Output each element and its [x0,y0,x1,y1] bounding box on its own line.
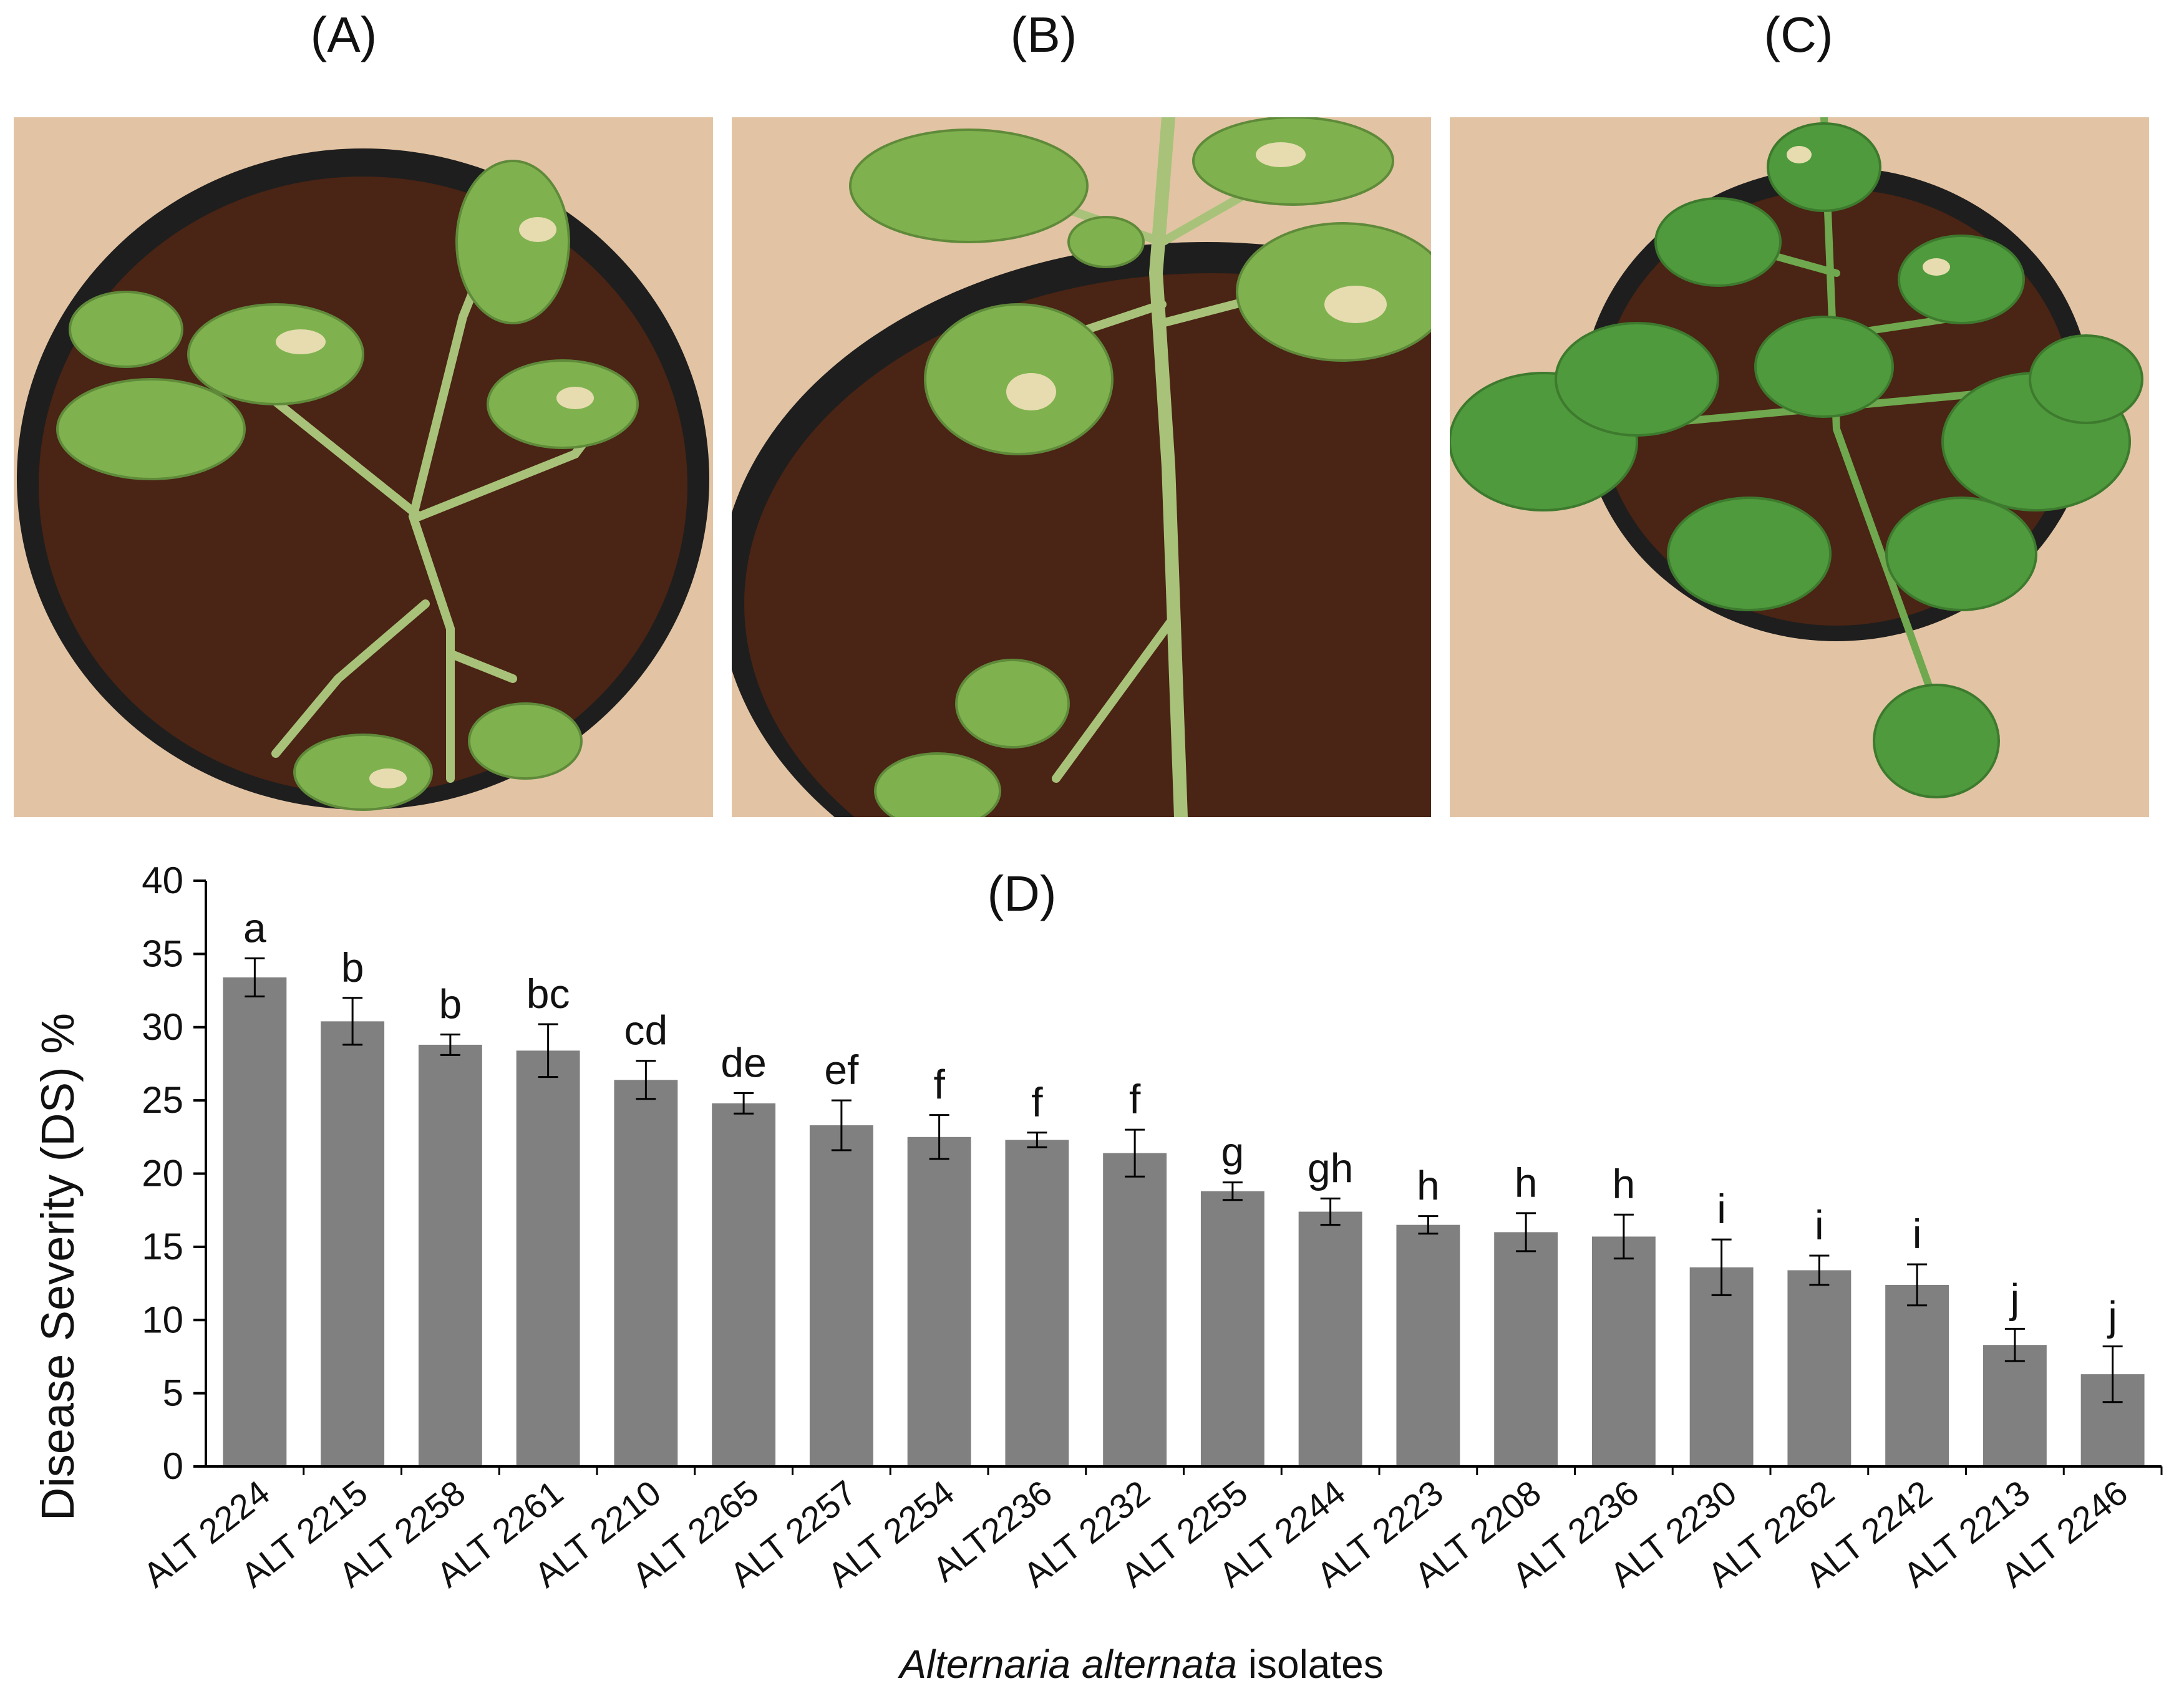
chart-panel-label: (D) [987,866,1056,921]
bar [712,1103,776,1466]
y-tick-label: 40 [142,860,183,901]
significance-letter: cd [624,1007,668,1054]
significance-letter: f [1129,1076,1141,1122]
y-tick-label: 5 [163,1372,183,1414]
significance-letter: f [933,1062,945,1108]
significance-letter: j [2107,1293,2117,1339]
bar [1200,1191,1264,1466]
bar [907,1136,971,1466]
significance-letter: b [341,944,364,991]
bars: a b b bc cd de ef f f f g gh h h h i i i j j [223,904,2145,1466]
y-tick-label: 25 [142,1079,183,1121]
significance-letter: de [721,1039,766,1085]
y-tick-label: 20 [142,1153,183,1194]
x-axis-title-species: Alternaria alternata [897,1642,1237,1687]
y-axis-title: Disease Severity (DS) % [32,1013,84,1521]
bar [1298,1211,1362,1466]
photo-panel-a [14,117,713,817]
disease-severity-bar-chart: (D) Disease Severity (DS) % 0 5 10 15 20 25 30… [32,860,2163,1687]
significance-letter: i [1913,1211,1922,1257]
y-tick-label: 10 [142,1299,183,1340]
bar [516,1050,580,1466]
photo-panel-b [732,117,1431,817]
significance-letter: j [2009,1275,2020,1321]
bar [1494,1232,1558,1466]
bar [1103,1153,1167,1466]
significance-letter: h [1417,1163,1440,1209]
significance-letter: b [439,981,462,1027]
bar [223,977,287,1466]
significance-letter: gh [1308,1145,1353,1191]
y-axis: 0 5 10 15 20 25 30 35 40 [142,860,207,1487]
y-tick-label: 35 [142,933,183,974]
significance-letter: bc [527,971,570,1017]
bar [1983,1345,2047,1466]
significance-letter: g [1221,1129,1245,1175]
bar [809,1125,873,1466]
significance-letter: i [1717,1186,1726,1232]
significance-letter: f [1031,1079,1043,1125]
panel-label-b: (B) [1010,7,1077,62]
bar [1591,1236,1656,1466]
bar [1787,1270,1852,1466]
plant-a-illustration [14,117,713,817]
y-tick-label: 30 [142,1006,183,1048]
bar [321,1021,385,1466]
bar [1885,1284,1949,1466]
significance-letter: ef [824,1047,859,1093]
plant-c-illustration [1450,117,2149,817]
x-axis-title-suffix: isolates [1237,1642,1384,1687]
bar [1689,1267,1754,1466]
y-tick-label: 0 [163,1445,183,1487]
x-axis-title: Alternaria alternata isolates [897,1642,1384,1687]
panel-label-c: (C) [1764,7,1833,62]
photo-panel-c [1450,117,2149,817]
significance-letter: a [243,904,266,951]
bar [1396,1224,1460,1466]
significance-letter: i [1815,1202,1824,1248]
panel-label-a: (A) [310,7,377,62]
y-tick-label: 15 [142,1226,183,1267]
significance-letter: h [1515,1160,1538,1206]
significance-letter: h [1613,1161,1636,1207]
bar [418,1044,482,1466]
bar [614,1080,678,1466]
bar [1005,1140,1069,1466]
plant-b-illustration [732,117,1431,817]
